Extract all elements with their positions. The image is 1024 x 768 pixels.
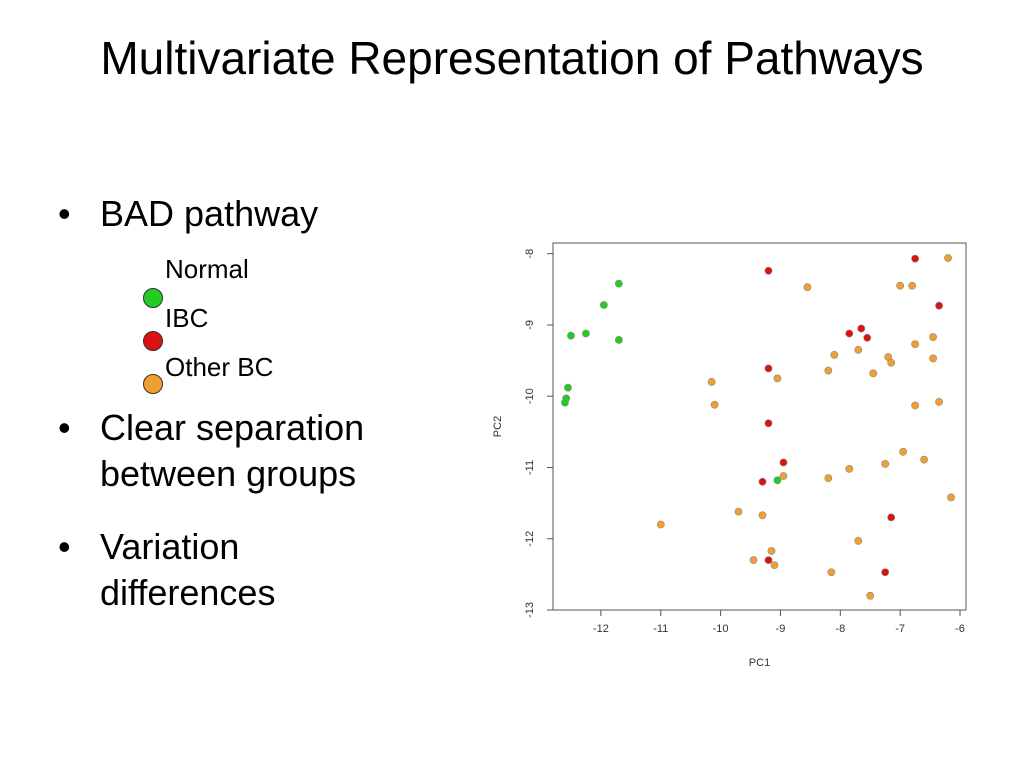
scatter-chart: -12 -11 -10 -9 -8 -7 -6 -8 -9 -10 -11 -12 -13 PC1 PC2 [492,242,967,669]
bullet-text-content: Clear separation between groups [100,407,365,494]
x-tick-label: -10 [713,623,729,635]
data-point-normal [567,331,575,340]
data-point-other-bc [869,369,878,378]
data-point-ibc [779,458,788,467]
data-point-other-bc [656,520,665,529]
x-tick-label: -7 [895,623,905,635]
data-point-ibc [764,556,773,565]
data-point-normal [773,476,782,485]
data-point-normal [614,279,623,288]
legend-swatch-other-bc [143,374,163,394]
y-tick-label: -8 [524,249,536,259]
data-point-other-bc [710,400,719,409]
data-point-ibc [857,324,866,333]
data-point-ibc [764,364,773,373]
slide-title: Multivariate Representation of Pathways [100,32,924,84]
data-point-normal [599,301,608,309]
y-tick-label: -13 [524,602,536,618]
legend-label-ibc: IBC [165,303,209,333]
data-point-ibc [911,254,920,263]
data-point-other-bc [824,366,833,375]
bullet-text: Variation differences [100,524,460,616]
data-point-other-bc [827,568,836,577]
data-point-other-bc [824,474,833,483]
data-point-ibc [764,419,773,428]
data-point-other-bc [896,281,905,290]
data-point-other-bc [929,354,937,363]
data-point-other-bc [935,398,943,406]
legend-label-other-bc: Other BC [165,352,274,382]
data-point-other-bc [899,447,908,456]
bullet-text-content: Variation differences [100,526,276,613]
data-point-ibc [881,568,890,577]
data-point-other-bc [854,345,863,354]
bullet-text: BAD pathway [100,193,319,234]
legend-swatch-normal [143,288,163,308]
x-tick-label: -12 [593,623,609,635]
data-point-other-bc [911,340,920,349]
data-point-normal [561,398,569,407]
data-point-other-bc [881,460,890,468]
data-point-other-bc [845,465,854,473]
bullet-marker: • [58,407,71,448]
data-point-other-bc [773,374,782,383]
legend-swatch-ibc [143,331,163,351]
bullet-marker: • [58,193,71,234]
x-axis-label: PC1 [749,657,770,669]
x-tick-label: -9 [776,623,786,635]
data-point-other-bc [947,493,955,502]
data-point-other-bc [911,401,920,410]
data-point-other-bc [929,333,937,341]
data-point-ibc [758,477,767,486]
data-point-ibc [845,329,854,338]
data-point-other-bc [830,350,839,359]
data-point-normal [582,329,590,338]
data-point-other-bc [734,507,743,516]
data-point-other-bc [707,378,716,386]
bullet-text: Clear separation between groups [100,405,460,497]
data-point-other-bc [866,591,875,600]
y-axis-label: PC2 [492,416,504,437]
x-tick-label: -6 [955,623,965,635]
legend-label-normal: Normal [165,254,249,284]
y-tick-label: -12 [524,531,536,547]
data-point-other-bc [944,254,952,262]
data-point-other-bc [854,536,863,545]
data-point-other-bc [749,556,758,565]
data-point-ibc [887,513,896,522]
x-tick-label: -11 [653,623,668,635]
bullet-marker: • [58,526,71,567]
data-point-ibc [935,301,943,310]
y-tick-label: -11 [524,460,536,475]
data-point-other-bc [920,455,929,464]
data-point-normal [614,336,623,344]
data-point-other-bc [887,358,896,367]
data-point-other-bc [779,472,788,480]
data-point-normal [564,383,572,392]
data-point-other-bc [770,561,779,570]
plot-frame [552,242,967,611]
y-tick-label: -10 [524,388,536,404]
data-point-other-bc [758,511,767,520]
data-point-ibc [863,333,872,342]
data-point-ibc [764,266,773,275]
data-point-other-bc [908,281,917,290]
y-tick-label: -9 [524,320,536,330]
data-point-other-bc [767,546,776,555]
x-tick-label: -8 [835,623,845,635]
data-point-other-bc [803,283,812,292]
